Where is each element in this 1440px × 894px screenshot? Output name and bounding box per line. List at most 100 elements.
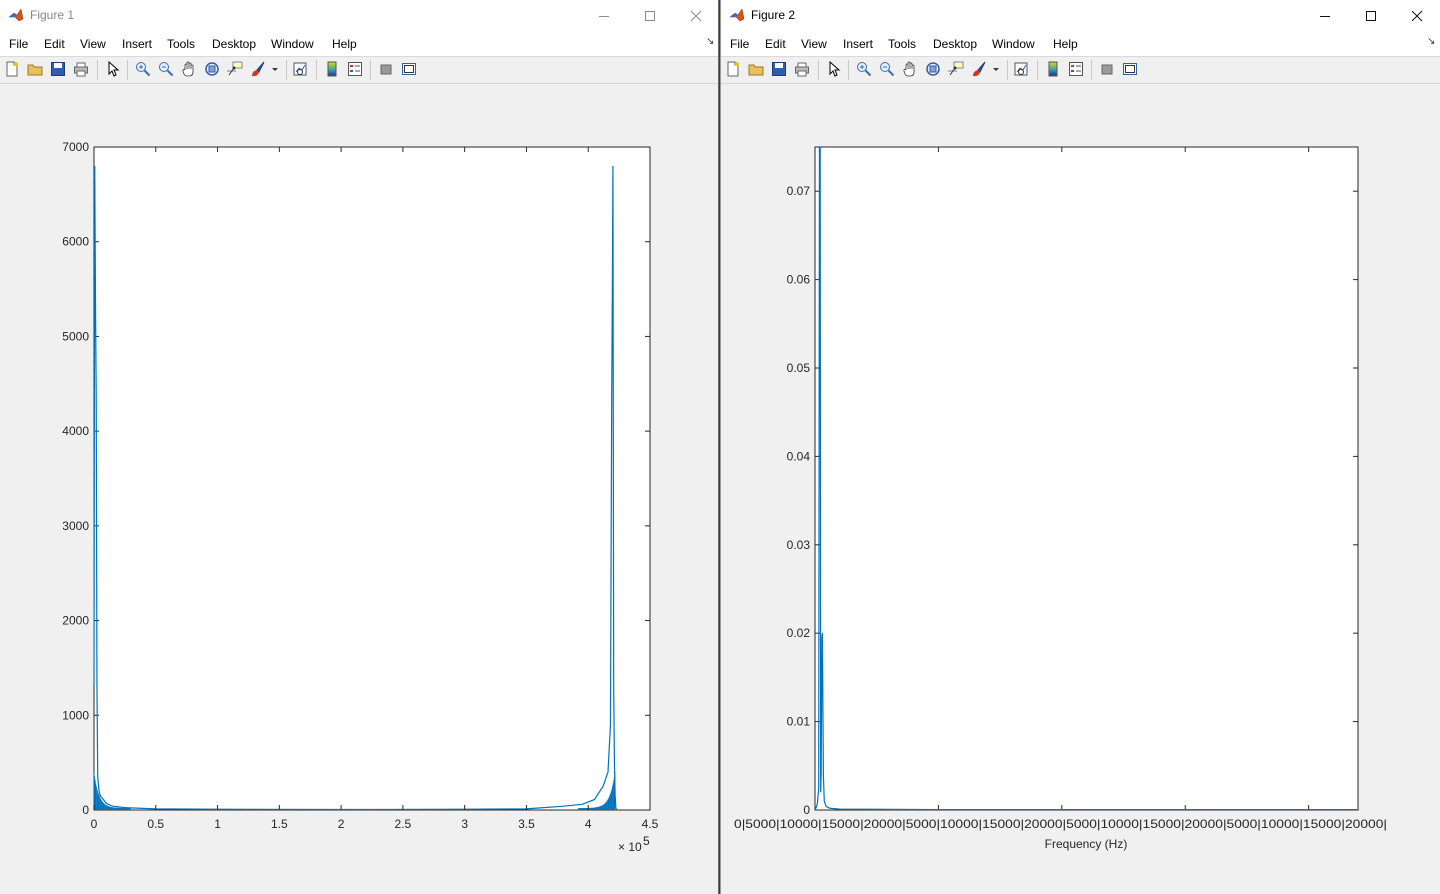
menu-file[interactable]: File (9, 37, 29, 51)
menu-help[interactable]: Help (1053, 37, 1078, 51)
dock-figure-icon[interactable]: ↘ (1427, 36, 1436, 47)
figure-toolbar (721, 57, 1440, 84)
x-tick-label: 2.5 (395, 817, 412, 831)
rotate-3d-icon[interactable] (204, 61, 220, 77)
figure-2-window[interactable]: Figure 2 File Edit View Insert Tools Des… (720, 0, 1440, 894)
menu-help[interactable]: Help (332, 37, 357, 51)
brush-icon[interactable] (971, 61, 987, 77)
open-file-icon[interactable] (748, 61, 764, 77)
x-exponent-power: 5 (643, 834, 650, 848)
pan-icon[interactable] (902, 61, 918, 77)
figure-canvas[interactable]: 0 0.01 0.02 0.03 0.04 0.05 0.06 0.07 0|5000|1000… (721, 84, 1440, 894)
y-tick-label: 0.01 (787, 715, 811, 729)
y-tick-label: 6000 (62, 235, 89, 249)
x-tick-label: 1.5 (271, 817, 288, 831)
zoom-in-icon[interactable] (856, 61, 872, 77)
maximize-icon (1366, 10, 1376, 21)
new-figure-icon[interactable] (4, 61, 20, 77)
menu-edit[interactable]: Edit (44, 37, 65, 51)
pan-icon[interactable] (181, 61, 197, 77)
minimize-button[interactable] (581, 0, 627, 31)
edit-plot-icon[interactable] (826, 61, 842, 77)
y-tick-label: 0.04 (787, 449, 811, 463)
menu-desktop[interactable]: Desktop (933, 37, 978, 51)
menu-file[interactable]: File (730, 37, 750, 51)
y-tick-label: 7000 (62, 140, 89, 154)
menu-insert[interactable]: Insert (122, 37, 153, 51)
minimize-icon (1320, 15, 1330, 17)
hide-plot-tools-icon[interactable] (378, 61, 394, 77)
close-button[interactable] (673, 0, 718, 31)
zoom-out-icon[interactable] (879, 61, 895, 77)
title-bar[interactable]: Figure 1 (0, 0, 718, 31)
y-tick-label: 5000 (62, 329, 89, 343)
rotate-3d-icon[interactable] (925, 61, 941, 77)
x-tick-label: 0.5 (147, 817, 164, 831)
menu-edit[interactable]: Edit (765, 37, 786, 51)
toolbar-separator (316, 60, 317, 80)
print-icon[interactable] (73, 61, 89, 77)
figure-1-window[interactable]: Figure 1 File Edit View Insert Tools Des… (0, 0, 719, 894)
menu-view[interactable]: View (801, 37, 827, 51)
x-tick-label: 4.5 (642, 817, 659, 831)
dock-figure-icon[interactable]: ↘ (706, 36, 715, 47)
close-icon (690, 10, 702, 21)
y-tick-label: 2000 (62, 614, 89, 628)
figure-canvas[interactable]: 0 1000 2000 3000 4000 5000 6000 7000 0 0.5 1 1.5 2 2.… (0, 84, 718, 894)
brush-icon[interactable] (250, 61, 266, 77)
show-plot-tools-icon[interactable] (401, 61, 417, 77)
y-tick-label: 3000 (62, 519, 89, 533)
x-tick-label: 3.5 (518, 817, 535, 831)
x-tick-label: 1 (214, 817, 221, 831)
y-tick-label: 0.02 (787, 626, 811, 640)
toolbar-separator (127, 60, 128, 80)
link-plot-icon[interactable] (1013, 61, 1029, 77)
minimize-button[interactable] (1302, 0, 1348, 31)
menu-desktop[interactable]: Desktop (212, 37, 257, 51)
colorbar-icon[interactable] (324, 61, 340, 77)
hide-plot-tools-icon[interactable] (1099, 61, 1115, 77)
maximize-button[interactable] (627, 0, 673, 31)
minimize-icon (599, 15, 609, 17)
series-line (814, 146, 1358, 811)
figure-toolbar (0, 57, 718, 84)
menu-insert[interactable]: Insert (843, 37, 874, 51)
menu-window[interactable]: Window (992, 37, 1035, 51)
toolbar-separator (286, 60, 287, 80)
y-tick-label: 0.05 (787, 361, 811, 375)
close-icon (1411, 10, 1423, 21)
data-cursor-icon[interactable] (948, 61, 964, 77)
x-tick-label: 3 (461, 817, 468, 831)
data-cursor-icon[interactable] (227, 61, 243, 77)
zoom-out-icon[interactable] (158, 61, 174, 77)
window-title: Figure 2 (751, 8, 796, 22)
open-file-icon[interactable] (27, 61, 43, 77)
legend-icon[interactable] (347, 61, 363, 77)
menu-window[interactable]: Window (271, 37, 314, 51)
x-tick-label: 4 (585, 817, 592, 831)
maximize-button[interactable] (1348, 0, 1394, 31)
menu-tools[interactable]: Tools (167, 37, 196, 51)
save-icon[interactable] (771, 61, 787, 77)
axes-box (93, 146, 651, 811)
close-button[interactable] (1394, 0, 1440, 31)
show-plot-tools-icon[interactable] (1122, 61, 1138, 77)
zoom-in-icon[interactable] (135, 61, 151, 77)
print-icon[interactable] (794, 61, 810, 77)
edit-plot-icon[interactable] (105, 61, 121, 77)
colorbar-icon[interactable] (1045, 61, 1061, 77)
toolbar-separator (1007, 60, 1008, 80)
menu-view[interactable]: View (80, 37, 106, 51)
y-tick-label: 0 (803, 803, 810, 817)
legend-icon[interactable] (1068, 61, 1084, 77)
toolbar-separator (818, 60, 819, 80)
brush-dropdown-icon[interactable] (991, 61, 1001, 77)
x-tick-labels: 0|5000|10000|15000|20000|5000|10000|1500… (734, 817, 1387, 831)
new-figure-icon[interactable] (725, 61, 741, 77)
x-tick-label: 0 (91, 817, 98, 831)
brush-dropdown-icon[interactable] (270, 61, 280, 77)
link-plot-icon[interactable] (292, 61, 308, 77)
menu-tools[interactable]: Tools (888, 37, 917, 51)
save-icon[interactable] (50, 61, 66, 77)
title-bar[interactable]: Figure 2 (721, 0, 1440, 31)
